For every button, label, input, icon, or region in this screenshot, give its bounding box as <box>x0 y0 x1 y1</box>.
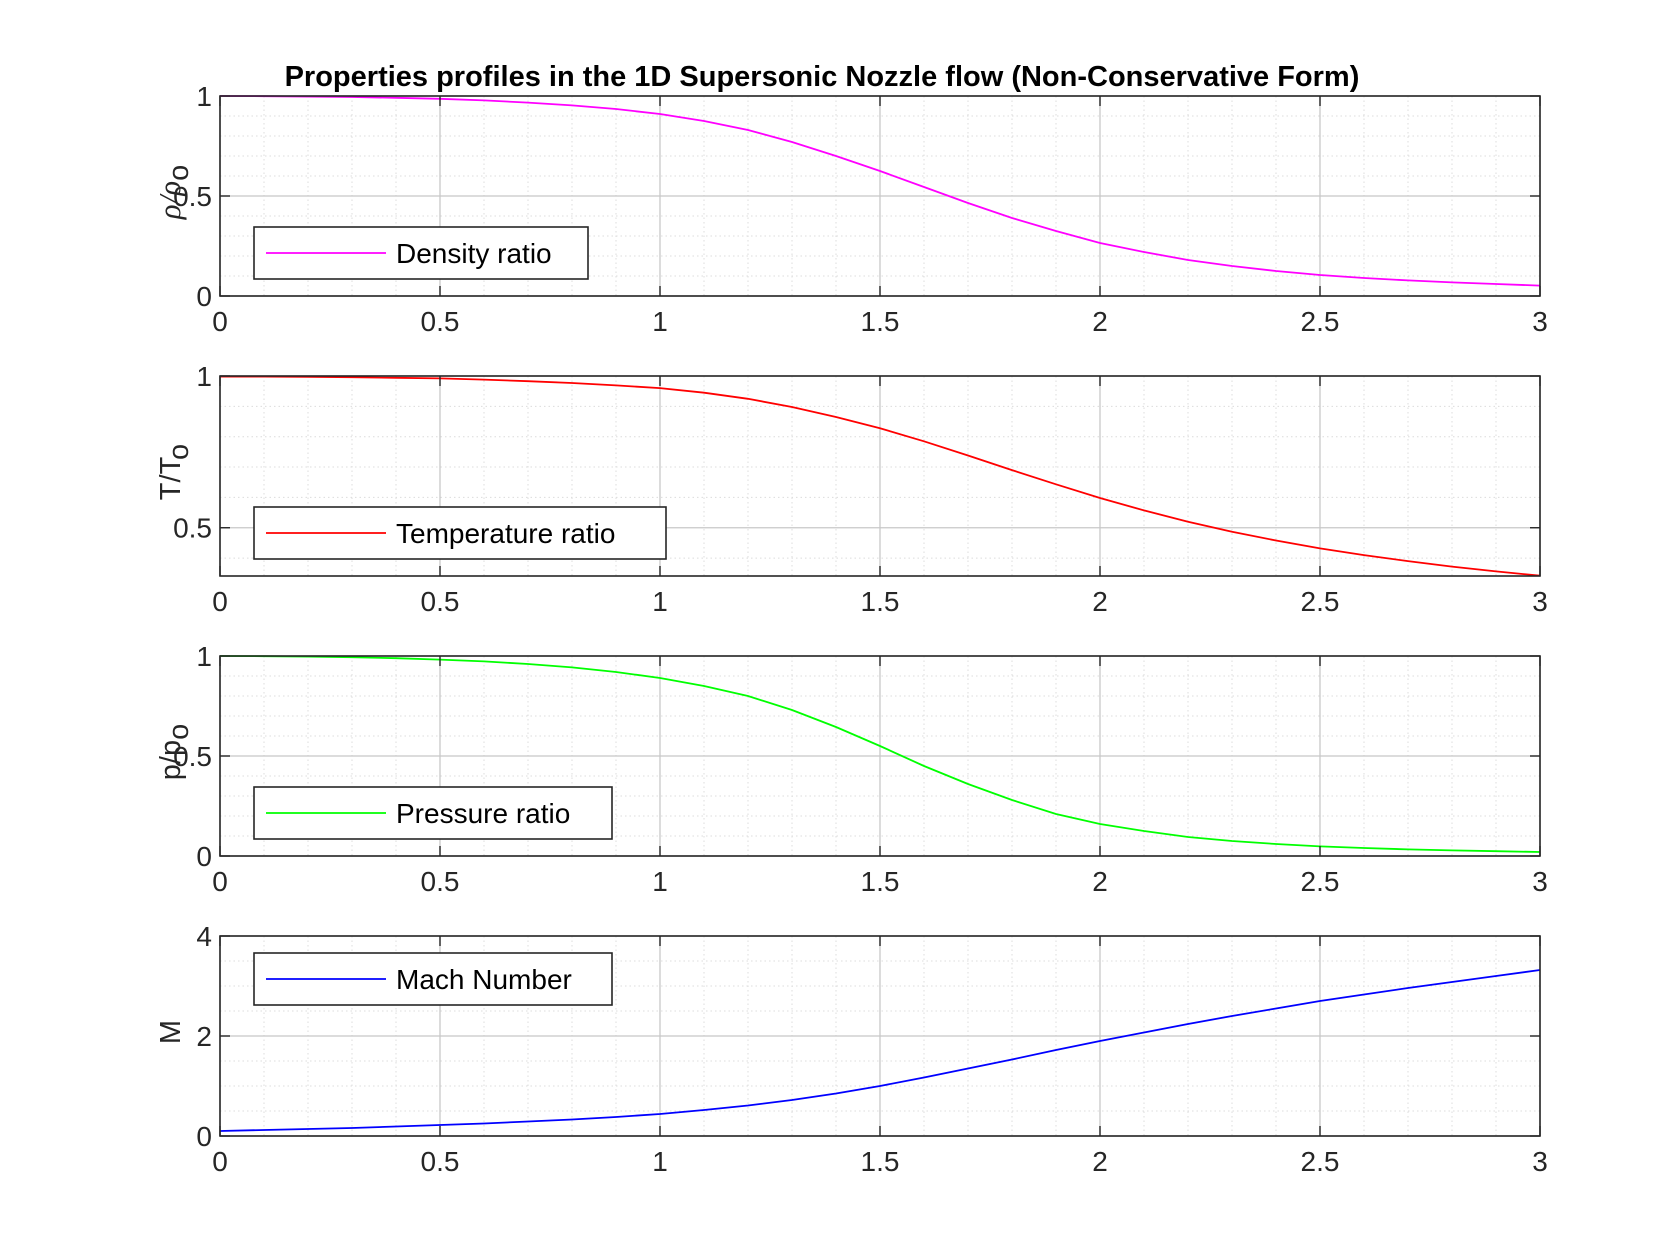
x-tick-label: 1 <box>652 1146 668 1177</box>
x-tick-label: 0 <box>212 306 228 337</box>
y-tick-label: 1 <box>196 361 212 392</box>
y-axis-label-text: p/p <box>155 740 187 780</box>
y-axis-label-text: ρ/ρ <box>152 181 187 220</box>
y-tick-label: 0.5 <box>173 513 212 544</box>
x-tick-label: 1.5 <box>861 1146 900 1177</box>
figure-title: Properties profiles in the 1D Supersonic… <box>285 61 1360 93</box>
x-tick-label: 2 <box>1092 866 1108 897</box>
y-axis-label-text: M <box>155 1020 187 1044</box>
x-tick-label: 2.5 <box>1301 866 1340 897</box>
y-tick-label: 1 <box>196 641 212 672</box>
x-tick-label: 2 <box>1092 306 1108 337</box>
y-tick-label: 4 <box>196 921 212 952</box>
y-tick-label: 0.5 <box>173 181 212 212</box>
y-tick-label: 1 <box>196 81 212 112</box>
y-tick-label: 0.5 <box>173 741 212 772</box>
y-axis-label-subscript: o <box>163 444 195 460</box>
legend: Mach Number <box>253 952 613 1006</box>
x-tick-label: 2 <box>1092 1146 1108 1177</box>
subplot-2: 0 0.5 1 1.5 2 2.5 3 0.5 1 T/To Temperature ratio <box>155 361 1548 617</box>
x-tick-label: 0.5 <box>421 1146 460 1177</box>
x-tick-label: 1 <box>652 866 668 897</box>
legend-label: Pressure ratio <box>396 798 570 829</box>
x-tick-label: 2 <box>1092 586 1108 617</box>
x-tick-label: 1.5 <box>861 866 900 897</box>
legend-label: Temperature ratio <box>396 518 615 549</box>
y-axis-label-subscript: o <box>163 724 195 740</box>
legend-label: Mach Number <box>396 964 572 995</box>
x-tick-label: 3 <box>1532 866 1548 897</box>
subplot-4: 0 0.5 1 1.5 2 2.5 3 0 2 4 M Mach Number <box>155 921 1548 1177</box>
x-tick-label: 1 <box>652 586 668 617</box>
subplot-3: 0 0.5 1 1.5 2 2.5 3 0 0.5 1 p/po Pressure ratio <box>155 641 1548 897</box>
legend: Temperature ratio <box>253 506 667 560</box>
y-axis-label: M <box>155 1020 187 1044</box>
y-tick-label: 2 <box>196 1021 212 1052</box>
y-axis-label-subscript: o <box>163 165 195 181</box>
x-tick-label: 2.5 <box>1301 586 1340 617</box>
x-tick-label: 3 <box>1532 586 1548 617</box>
legend: Density ratio <box>253 226 589 280</box>
y-tick-label: 0 <box>196 281 212 312</box>
x-tick-label: 0.5 <box>421 866 460 897</box>
x-tick-label: 0 <box>212 1146 228 1177</box>
y-axis-label-text: T/T <box>155 456 187 500</box>
subplot-1: 0 0.5 1 1.5 2 2.5 3 0 0.5 1 ρ/ρo Density ratio <box>152 81 1548 337</box>
x-tick-label: 1.5 <box>861 306 900 337</box>
x-tick-label: 1 <box>652 306 668 337</box>
y-tick-label: 0 <box>196 1121 212 1152</box>
x-tick-label: 2.5 <box>1301 306 1340 337</box>
y-axis-label: T/To <box>155 444 195 500</box>
x-tick-label: 0 <box>212 866 228 897</box>
y-tick-label: 0 <box>196 841 212 872</box>
legend-label: Density ratio <box>396 238 552 269</box>
legend: Pressure ratio <box>253 786 613 840</box>
x-tick-label: 3 <box>1532 1146 1548 1177</box>
x-tick-label: 0.5 <box>421 586 460 617</box>
y-axis-label: ρ/ρo <box>152 165 195 221</box>
x-tick-label: 0.5 <box>421 306 460 337</box>
x-tick-label: 2.5 <box>1301 1146 1340 1177</box>
x-tick-label: 1.5 <box>861 586 900 617</box>
series-line-mach-number <box>219 969 1541 1132</box>
x-tick-label: 3 <box>1532 306 1548 337</box>
y-axis-label: p/po <box>155 724 195 780</box>
x-tick-label: 0 <box>212 586 228 617</box>
